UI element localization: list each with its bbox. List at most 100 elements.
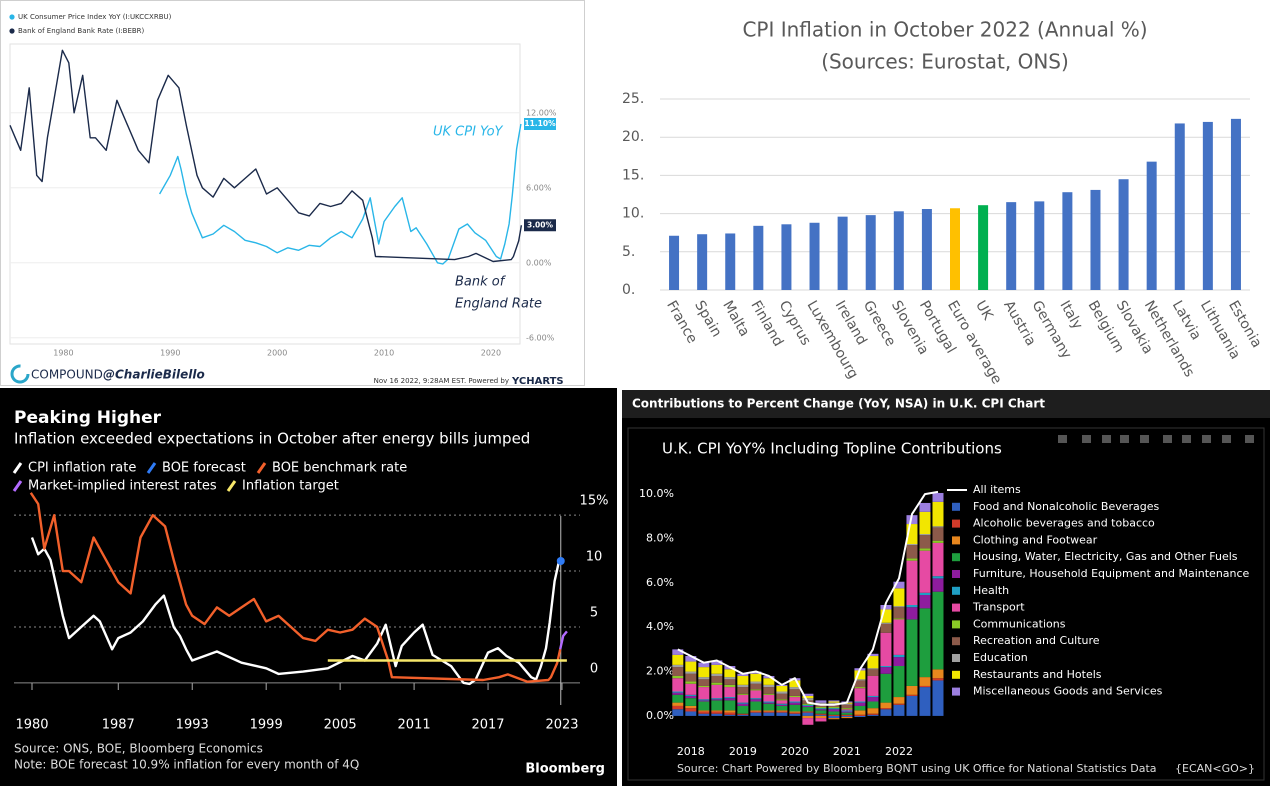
- legend-symbol: [952, 637, 960, 646]
- bar-segment: [828, 715, 840, 719]
- bar-segment: [932, 669, 944, 679]
- x-tick-label: 2022: [885, 745, 913, 758]
- bar-segment: [711, 710, 723, 712]
- bar-segment: [750, 712, 762, 716]
- bar-segment: [698, 677, 710, 680]
- bar-segment: [750, 673, 762, 682]
- bar-segment: [763, 712, 775, 716]
- code: {ECAN<GO>}: [1175, 762, 1255, 775]
- bar-segment: [802, 707, 814, 712]
- bar-segment: [906, 544, 918, 546]
- x-tick-label: 2019: [729, 745, 757, 758]
- bar-segment: [854, 687, 866, 689]
- bar-segment: [867, 656, 879, 669]
- brand: COMPOUND: [31, 368, 103, 382]
- bar-segment: [802, 703, 814, 705]
- bar-segment: [802, 695, 814, 699]
- bar-segment: [685, 681, 697, 684]
- chart-title: CPI Inflation in October 2022 (Annual %): [742, 18, 1147, 42]
- bar-segment: [724, 714, 736, 716]
- x-tick-label: 1987: [102, 718, 135, 733]
- bar-segment: [698, 701, 710, 711]
- bar-segment: [685, 705, 697, 709]
- legend-symbol: [226, 480, 237, 492]
- bar-segment: [763, 693, 775, 695]
- bar-segment: [776, 711, 788, 713]
- bar-segment: [724, 712, 736, 715]
- bar-segment: [724, 710, 736, 713]
- y-tick-label: 2.0%: [646, 665, 674, 678]
- bar-segment: [750, 710, 762, 712]
- bar-segment: [685, 708, 697, 712]
- legend-symbol: [952, 502, 960, 511]
- bar-segment: [789, 711, 801, 713]
- bar-segment: [841, 710, 853, 712]
- legend-label: Miscellaneous Goods and Services: [973, 685, 1163, 698]
- bar-segment: [776, 705, 788, 711]
- chart-title: Peaking Higher: [14, 408, 162, 428]
- bar: [837, 216, 848, 290]
- bar-segment: [893, 704, 905, 716]
- line: [158, 123, 522, 265]
- bar-segment: [919, 548, 931, 551]
- chart-title: U.K. CPI YoY% Including Topline Contribu…: [662, 440, 1002, 458]
- timestamp: Nov 16 2022, 9:28AM EST. Powered by: [374, 377, 509, 385]
- x-tick-label: 2023: [545, 718, 578, 733]
- bar-segment: [737, 673, 749, 676]
- bar-segment: [880, 709, 892, 716]
- x-tick-label: Malta: [719, 298, 752, 339]
- bar-segment: [672, 692, 684, 695]
- bar-segment: [854, 710, 866, 715]
- bar-segment: [893, 606, 905, 608]
- legend-symbol: [952, 570, 960, 578]
- bar-segment: [724, 687, 736, 698]
- bar-segment: [802, 715, 814, 719]
- source: Source: Chart Powered by Bloomberg BQNT …: [677, 762, 1157, 775]
- bar-segment: [802, 705, 814, 708]
- legend-symbol: [952, 536, 960, 545]
- x-tick-label: 2000: [267, 349, 287, 358]
- bar-segment: [698, 687, 710, 700]
- legend-label: UK Consumer Price Index YoY (I:UKCCXRBU): [18, 13, 172, 21]
- bar: [1202, 121, 1213, 290]
- bar-segment: [750, 701, 762, 711]
- bar-segment: [893, 654, 905, 658]
- x-tick-label: 2018: [677, 745, 705, 758]
- bar-segment: [776, 710, 788, 712]
- bar-segment: [724, 677, 736, 680]
- bar-segment: [750, 690, 762, 699]
- bar-segment: [776, 700, 788, 704]
- bar-segment: [919, 677, 931, 686]
- panel-background: [0, 388, 617, 786]
- bar-segment: [906, 558, 918, 561]
- bar-segment: [737, 675, 749, 685]
- y-tick-label: 8.0%: [646, 531, 674, 544]
- bar-segment: [815, 715, 827, 719]
- bar-segment: [880, 623, 892, 633]
- bar: [1174, 123, 1185, 290]
- bar-segment: [763, 687, 775, 694]
- bar-segment: [867, 697, 879, 702]
- annotation: UK CPI YoY: [433, 125, 504, 140]
- bar-segment: [828, 700, 840, 702]
- bar-segment: [789, 680, 801, 688]
- legend-symbol: [256, 462, 267, 474]
- bar-segment: [789, 713, 801, 716]
- bar-segment: [763, 710, 775, 712]
- bar-segment: [867, 713, 879, 715]
- bar-segment: [828, 711, 840, 715]
- bar-segment: [711, 660, 723, 665]
- bar-segment: [932, 501, 944, 527]
- bar-segment: [802, 693, 814, 696]
- bar: [893, 211, 904, 290]
- y-tick-label: 10: [586, 550, 603, 565]
- legend-label: Restaurants and Hotels: [973, 668, 1102, 681]
- point: [556, 557, 565, 565]
- bar-segment: [828, 714, 840, 716]
- bar-segment: [932, 678, 944, 681]
- bar-segment: [789, 697, 801, 702]
- handle: @CharlieBilello: [103, 368, 205, 382]
- bar-segment: [711, 713, 723, 716]
- bar-segment: [828, 708, 840, 710]
